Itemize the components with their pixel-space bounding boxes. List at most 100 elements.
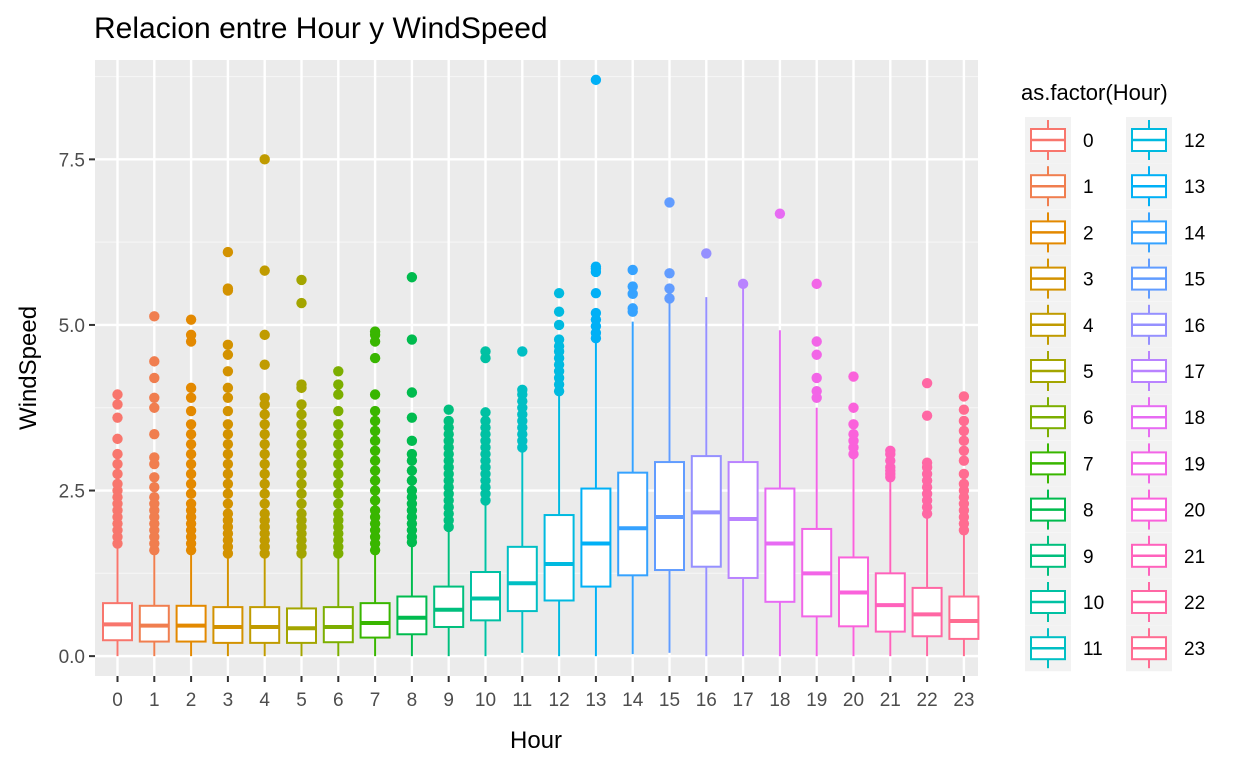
outlier-point xyxy=(369,425,381,437)
legend-label: 22 xyxy=(1184,593,1205,614)
x-tick-label: 3 xyxy=(223,690,234,711)
legend-item-21: 21 xyxy=(1126,532,1205,579)
x-tick-label: 13 xyxy=(585,690,606,711)
outlier-point xyxy=(406,387,418,398)
boxplot-series xyxy=(102,74,980,657)
outlier-point xyxy=(369,415,381,427)
outlier-point xyxy=(958,478,970,490)
legend-title: as.factor(Hour) xyxy=(1021,80,1168,105)
outlier-point xyxy=(149,356,160,367)
outlier-point xyxy=(222,468,234,480)
legend-label: 5 xyxy=(1083,362,1094,383)
legend-item-23: 23 xyxy=(1126,625,1205,672)
outlier-point xyxy=(222,448,234,460)
legend-label: 19 xyxy=(1184,454,1205,475)
x-tick-label: 16 xyxy=(696,690,717,711)
outlier-point xyxy=(259,488,270,500)
outlier-point xyxy=(333,448,344,460)
outlier-point xyxy=(848,419,859,430)
outlier-point xyxy=(149,491,160,503)
legend-label: 20 xyxy=(1184,501,1205,522)
outlier-point xyxy=(517,346,528,357)
outlier-point xyxy=(627,281,638,292)
outlier-point xyxy=(369,485,381,496)
outlier-point xyxy=(921,378,933,389)
legend-label: 8 xyxy=(1083,501,1094,522)
outlier-point xyxy=(333,429,344,440)
outlier-point xyxy=(406,435,418,447)
outlier-point xyxy=(664,293,675,304)
outlier-point xyxy=(480,346,491,357)
outlier-point xyxy=(958,425,970,437)
box-hour-14 xyxy=(617,264,649,655)
legend-label: 10 xyxy=(1083,593,1104,614)
outlier-point xyxy=(185,458,197,470)
box-hour-15 xyxy=(654,197,685,653)
outlier-point xyxy=(112,399,123,410)
box-iqr xyxy=(322,606,354,644)
outlier-point xyxy=(222,246,234,258)
legend-item-18: 18 xyxy=(1126,394,1205,441)
legend-item-17: 17 xyxy=(1126,348,1205,394)
x-tick-label: 22 xyxy=(917,690,938,711)
outlier-point xyxy=(333,508,344,519)
legend-item-10: 10 xyxy=(1025,579,1104,625)
outlier-point xyxy=(185,392,197,404)
box-hour-9 xyxy=(433,404,465,657)
outlier-point xyxy=(333,498,344,509)
legend-label: 13 xyxy=(1184,177,1205,198)
outlier-point xyxy=(590,261,602,272)
outlier-point xyxy=(296,409,307,420)
box-hour-12 xyxy=(543,287,575,657)
outlier-point xyxy=(333,419,344,430)
outlier-point xyxy=(296,419,307,430)
legend-item-20: 20 xyxy=(1126,486,1205,533)
box-hour-2 xyxy=(175,314,207,657)
outlier-point xyxy=(958,404,970,415)
box-hour-18 xyxy=(764,208,796,657)
box-iqr xyxy=(580,487,612,588)
outlier-point xyxy=(296,438,307,450)
box-iqr xyxy=(433,585,465,628)
outlier-point xyxy=(112,448,123,460)
outlier-point xyxy=(369,495,381,506)
outlier-point xyxy=(333,379,344,390)
outlier-point xyxy=(443,404,454,415)
outlier-point xyxy=(222,438,234,450)
outlier-point xyxy=(222,382,234,394)
legend-label: 18 xyxy=(1184,408,1205,429)
outlier-point xyxy=(222,283,234,294)
y-tick-label: 0.0 xyxy=(59,647,85,668)
legend-label: 21 xyxy=(1184,547,1205,568)
y-tick-label: 2.5 xyxy=(59,482,85,503)
outlier-point xyxy=(112,389,123,400)
outlier-point xyxy=(222,419,234,430)
outlier-point xyxy=(149,429,160,440)
legend-item-9: 9 xyxy=(1025,532,1094,579)
box-hour-20 xyxy=(838,371,869,657)
outlier-point xyxy=(774,208,786,219)
x-tick-label: 21 xyxy=(880,690,901,711)
legend-label: 0 xyxy=(1083,131,1094,152)
legend-label: 4 xyxy=(1083,316,1094,337)
outlier-point xyxy=(406,272,418,283)
y-tick-label: 5.0 xyxy=(59,316,85,337)
outlier-point xyxy=(259,419,270,430)
outlier-point xyxy=(222,405,234,417)
outlier-point xyxy=(259,359,270,370)
outlier-point xyxy=(259,508,270,519)
legend-label: 2 xyxy=(1083,223,1094,244)
legend-label: 11 xyxy=(1083,639,1103,660)
outlier-point xyxy=(149,311,160,322)
outlier-point xyxy=(296,297,307,309)
outlier-point xyxy=(185,478,197,490)
outlier-point xyxy=(369,405,381,417)
outlier-point xyxy=(222,339,234,351)
outlier-point xyxy=(369,445,381,456)
outlier-point xyxy=(590,307,602,319)
box-iqr xyxy=(874,572,906,633)
outlier-point xyxy=(369,475,381,486)
outlier-point xyxy=(222,392,234,404)
outlier-point xyxy=(149,452,160,463)
outlier-point xyxy=(185,419,197,430)
